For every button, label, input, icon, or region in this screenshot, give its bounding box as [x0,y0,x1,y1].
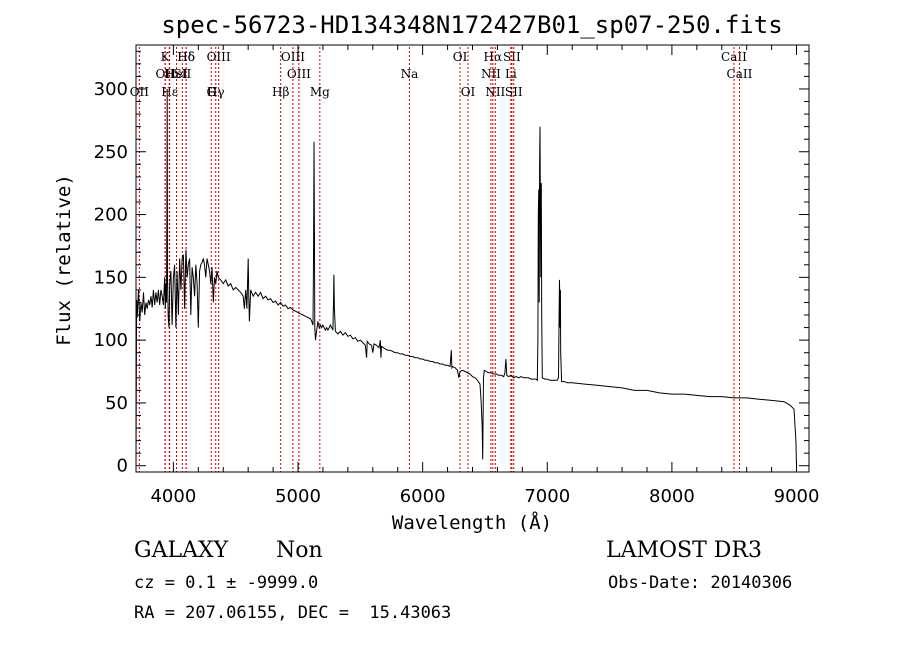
line-marker-label: SII [503,50,521,64]
y-tick-label: 100 [94,330,128,351]
line-marker-label: OI [461,85,476,99]
line-marker-label: OIII [207,50,231,64]
x-axis-label: Wavelength (Å) [392,511,552,534]
line-marker-label: Na [401,67,419,81]
line-marker-label: Mg [310,85,330,99]
line-marker-label: Li [505,67,517,81]
y-axis-label: Flux (relative) [53,174,75,346]
y-tick-label: 0 [117,456,128,477]
y-tick-label: 200 [94,205,128,226]
line-marker-label: OII [155,67,175,81]
chart-title: spec-56723-HD134348N172427B01_sp07-250.f… [161,11,782,39]
axes: 4000 5000 6000 7000 8000 9000 0 50 100 150 200 250 3… [94,45,820,507]
object-class-label: GALAXY [134,538,229,563]
x-tick-label: 9000 [774,486,820,507]
line-marker-label: OIII [287,67,311,81]
x-tick-label: 7000 [524,486,570,507]
line-marker-label: OII [130,85,150,99]
line-marker-label: Hα [484,50,503,64]
line-marker-label: NII [485,85,505,99]
x-tick-label: 8000 [649,486,695,507]
line-marker-label: OI [453,50,468,64]
survey-label: LAMOST DR3 [606,538,762,563]
line-marker-label: OIII [281,50,305,64]
line-marker-label: SII [505,85,523,99]
line-marker-label: SII [174,67,192,81]
spectrum-line [135,88,797,466]
y-tick-label: 250 [94,142,128,163]
line-marker-label: HeI [165,67,188,81]
y-tick-label: 50 [105,393,128,414]
object-subclass-label: Non [276,538,323,563]
line-marker-label: K [161,50,171,64]
coordinates-text: RA = 207.06155, DEC = 15.43063 [134,603,452,623]
line-marker-label: NII [481,67,501,81]
y-tick-label: 150 [94,267,128,288]
line-marker-label: CaII [727,67,753,81]
redshift-text: cz = 0.1 ± -9999.0 [134,573,319,593]
line-marker-label: CaII [721,50,747,64]
line-marker-label: H [164,67,174,81]
line-marker-label: Hδ [177,50,195,64]
y-tick-label: 300 [94,79,128,100]
x-tick-label: 4000 [150,486,196,507]
obs-date-text: Obs-Date: 20140306 [608,573,793,593]
line-marker-label: G [206,85,216,99]
plot-frame [135,44,810,473]
line-marker-layer: OIIOIIHεHδHeIHγKHHδSIIGOIIIHβOIIIOIIIMgN… [130,47,753,472]
x-tick-label: 6000 [400,486,446,507]
x-tick-label: 5000 [275,486,321,507]
line-marker-label: Hβ [272,85,289,99]
